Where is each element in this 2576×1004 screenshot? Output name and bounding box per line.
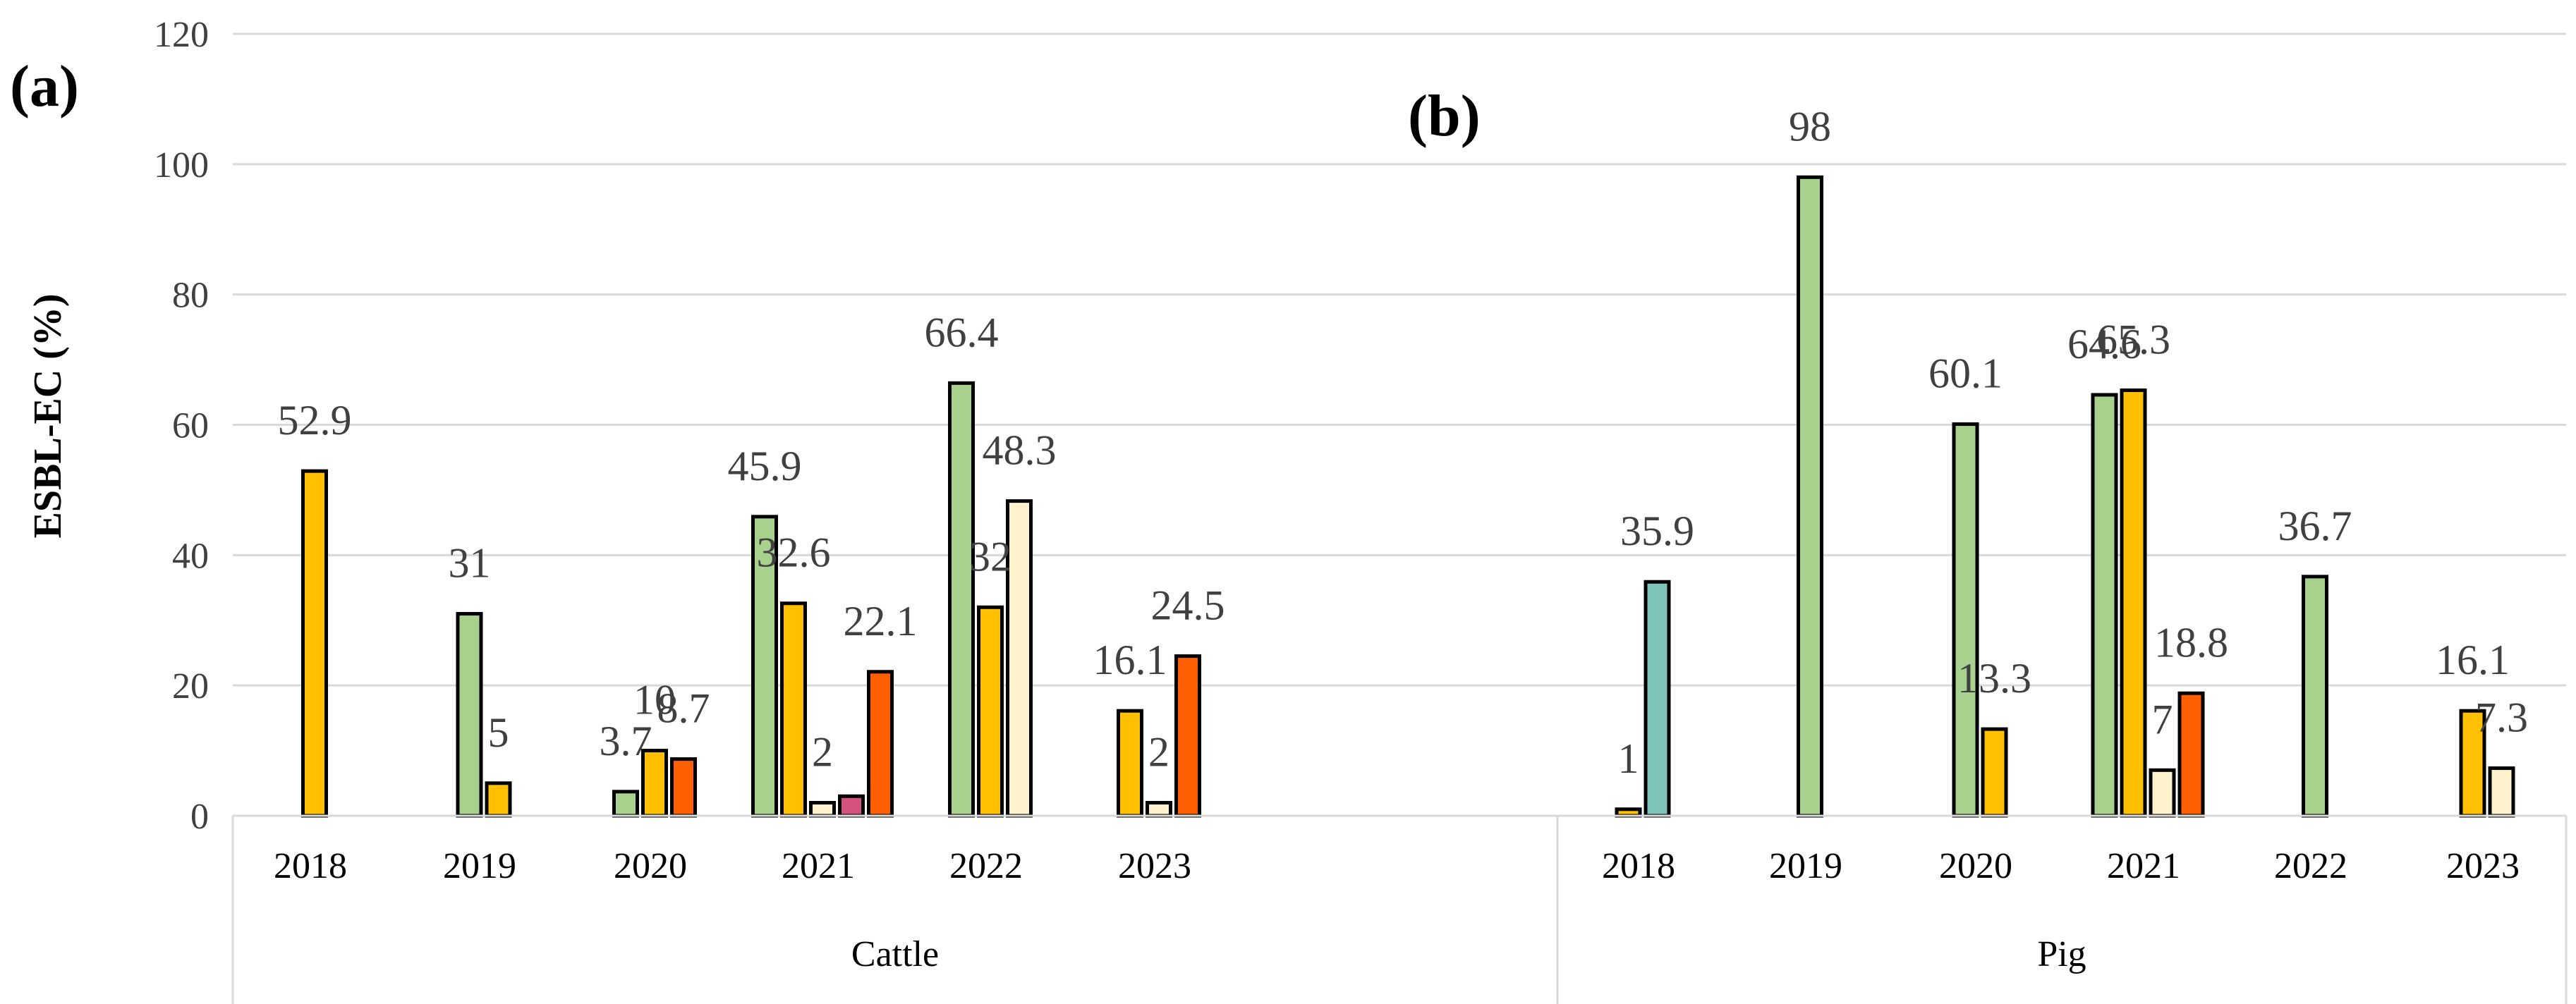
year-tick-label: 2020 — [614, 846, 687, 886]
bar — [838, 794, 865, 818]
bar — [1952, 422, 1979, 818]
year-tick-label: 2019 — [1769, 846, 1842, 886]
data-label: 60.1 — [1928, 350, 2003, 397]
data-label: 66.4 — [925, 309, 999, 355]
data-label: 31 — [449, 540, 491, 587]
year-tick-label: 2023 — [1118, 846, 1191, 886]
bar — [780, 601, 807, 818]
data-label: 3.7 — [600, 718, 652, 764]
data-label: 64.6 — [2067, 321, 2141, 367]
year-tick-label: 2019 — [443, 846, 516, 886]
year-tick-label: 2021 — [782, 846, 855, 886]
data-label: 98 — [1789, 103, 1831, 149]
y-tick-label: 20 — [172, 666, 209, 706]
bar — [485, 781, 512, 818]
bar — [867, 670, 894, 818]
bar — [1981, 727, 2008, 818]
y-tick-label: 40 — [172, 536, 209, 576]
year-tick-label: 2018 — [1602, 846, 1675, 886]
data-label: 10 — [633, 677, 676, 723]
data-label: 48.3 — [983, 427, 1057, 474]
data-label: 7 — [2152, 696, 2173, 742]
data-label: 65.3 — [2096, 317, 2170, 363]
data-label: 13.3 — [1957, 655, 2031, 702]
bar — [2091, 393, 2118, 818]
year-tick-label: 2022 — [2274, 846, 2347, 886]
bar — [2302, 575, 2328, 818]
data-label: 5 — [488, 709, 509, 756]
bar — [1006, 499, 1033, 818]
bar — [301, 469, 328, 818]
data-label: 7.3 — [2475, 694, 2528, 741]
bar — [977, 605, 1004, 818]
data-label: 8.7 — [657, 685, 710, 732]
bars — [301, 175, 2515, 818]
bar — [1146, 801, 1172, 818]
data-label: 24.5 — [1151, 582, 1225, 629]
bar — [1797, 175, 1823, 818]
data-label: 52.9 — [278, 397, 352, 443]
panel-label-b: (b) — [1408, 83, 1481, 149]
bar — [641, 749, 668, 818]
y-tick-label: 80 — [172, 276, 209, 316]
data-label: 32 — [969, 533, 1011, 580]
data-label: 32.6 — [757, 529, 831, 576]
category-axis: Cattle 2018 2019 2020 2021 2022 2023 Pig 2018 201… — [231, 814, 2568, 1004]
y-tick-label: 120 — [154, 15, 209, 55]
bar — [751, 515, 778, 818]
data-label: 45.9 — [728, 443, 802, 489]
year-tick-label: 2023 — [2446, 846, 2520, 886]
group-label: Pig — [2037, 934, 2086, 974]
data-label: 16.1 — [1093, 637, 1167, 683]
y-tick-label: 100 — [154, 145, 209, 185]
panel-label-a: (a) — [10, 54, 79, 119]
group-label: Cattle — [851, 934, 939, 974]
data-label: 36.7 — [2278, 503, 2352, 549]
data-label: 1 — [1618, 735, 1639, 782]
data-label: 2 — [1148, 729, 1169, 776]
y-axis-label: ESBL-EC (%) — [26, 294, 70, 539]
year-tick-label: 2018 — [274, 846, 347, 886]
year-tick-label: 2022 — [949, 846, 1023, 886]
data-label: 35.9 — [1620, 508, 1694, 554]
year-tick-label: 2020 — [1939, 846, 2012, 886]
y-tick-label: 0 — [190, 797, 209, 837]
y-tick-label: 60 — [172, 406, 209, 446]
bar — [2459, 709, 2486, 818]
year-tick-label: 2021 — [2107, 846, 2180, 886]
data-label: 2 — [812, 729, 833, 776]
bar — [1644, 580, 1671, 818]
y-axis-ticks: 0 20 40 60 80 100 120 — [154, 15, 209, 837]
bar — [1117, 709, 1143, 818]
bar — [2120, 388, 2147, 818]
bar — [948, 381, 975, 818]
gridlines — [233, 32, 2566, 687]
bar — [2488, 766, 2515, 818]
bar — [2177, 691, 2205, 818]
data-label: 16.1 — [2436, 637, 2510, 683]
bar — [1174, 654, 1201, 818]
bar — [670, 757, 697, 818]
bar — [612, 790, 639, 818]
data-label: 22.1 — [844, 598, 918, 644]
bar — [2149, 768, 2176, 818]
data-label: 18.8 — [2154, 619, 2228, 666]
bar — [456, 612, 483, 818]
bar — [809, 801, 836, 818]
